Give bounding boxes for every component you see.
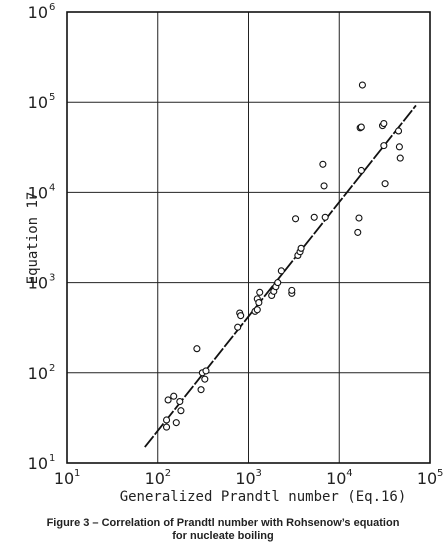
data-point <box>256 288 264 296</box>
x-tick-exponent: 5 <box>437 468 443 479</box>
y-tick-exponent: 2 <box>49 363 55 374</box>
x-tick-label: 10 <box>326 469 346 488</box>
x-tick-exponent: 2 <box>165 468 171 479</box>
data-point <box>234 323 242 331</box>
data-point <box>355 214 363 222</box>
y-tick-exponent: 6 <box>49 2 55 13</box>
data-point <box>321 213 329 221</box>
data-point <box>202 367 210 375</box>
data-point <box>237 312 245 320</box>
grid-lines <box>67 12 430 463</box>
x-tick-exponent: 3 <box>256 468 262 479</box>
data-point <box>193 345 201 353</box>
x-axis-title: Generalized Prandtl number (Eq.16) <box>120 489 407 505</box>
x-tick-label: 10 <box>417 469 437 488</box>
y-tick-label: 10 <box>28 274 48 293</box>
data-point <box>380 142 388 150</box>
data-point <box>394 127 403 135</box>
y-tick-exponent: 4 <box>49 182 55 193</box>
data-point <box>358 81 366 89</box>
data-point <box>172 419 180 427</box>
y-axis-title: Equation 17 <box>25 192 41 285</box>
data-points <box>162 81 404 431</box>
data-point <box>176 398 184 406</box>
data-point <box>354 228 362 236</box>
x-tick-exponent: 4 <box>346 468 352 479</box>
plot-frame <box>66 11 431 464</box>
x-tick-label: 10 <box>54 469 74 488</box>
data-point <box>381 180 389 188</box>
x-tick-exponent: 1 <box>74 468 80 479</box>
data-point <box>395 143 403 151</box>
data-point <box>297 244 305 252</box>
data-point <box>320 182 328 190</box>
data-point <box>310 213 318 221</box>
data-point <box>292 215 300 223</box>
y-tick-label: 10 <box>28 183 48 202</box>
y-tick-exponent: 5 <box>49 92 55 103</box>
y-tick-exponent: 3 <box>49 273 55 284</box>
figure-caption-line-1: Figure 3 – Correlation of Prandtl number… <box>46 517 400 529</box>
data-point <box>255 299 263 307</box>
data-point <box>201 375 209 383</box>
y-tick-label: 10 <box>28 454 48 473</box>
data-point <box>197 386 205 394</box>
data-point <box>380 119 388 128</box>
data-point <box>162 416 171 424</box>
fit-line-group <box>144 104 417 448</box>
y-tick-label: 10 <box>28 93 48 112</box>
data-point <box>396 154 404 162</box>
data-point <box>170 392 178 400</box>
fit-line <box>144 104 417 448</box>
data-point <box>357 166 365 175</box>
data-point <box>162 423 171 431</box>
y-tick-label: 10 <box>28 364 48 383</box>
data-point <box>319 160 327 168</box>
data-point <box>253 306 261 314</box>
data-point <box>288 286 296 294</box>
data-point <box>164 396 172 404</box>
x-tick-labels: 10 1 10 2 10 3 10 4 10 5 <box>54 468 444 488</box>
data-point <box>177 407 185 415</box>
figure-caption-line-2: for nucleate boiling <box>172 530 274 542</box>
x-tick-label: 10 <box>235 469 255 488</box>
y-tick-exponent: 1 <box>49 453 55 464</box>
data-point <box>357 123 365 131</box>
data-point <box>277 267 285 275</box>
x-tick-label: 10 <box>145 469 165 488</box>
y-tick-label: 10 <box>28 3 48 22</box>
data-point <box>274 279 282 287</box>
